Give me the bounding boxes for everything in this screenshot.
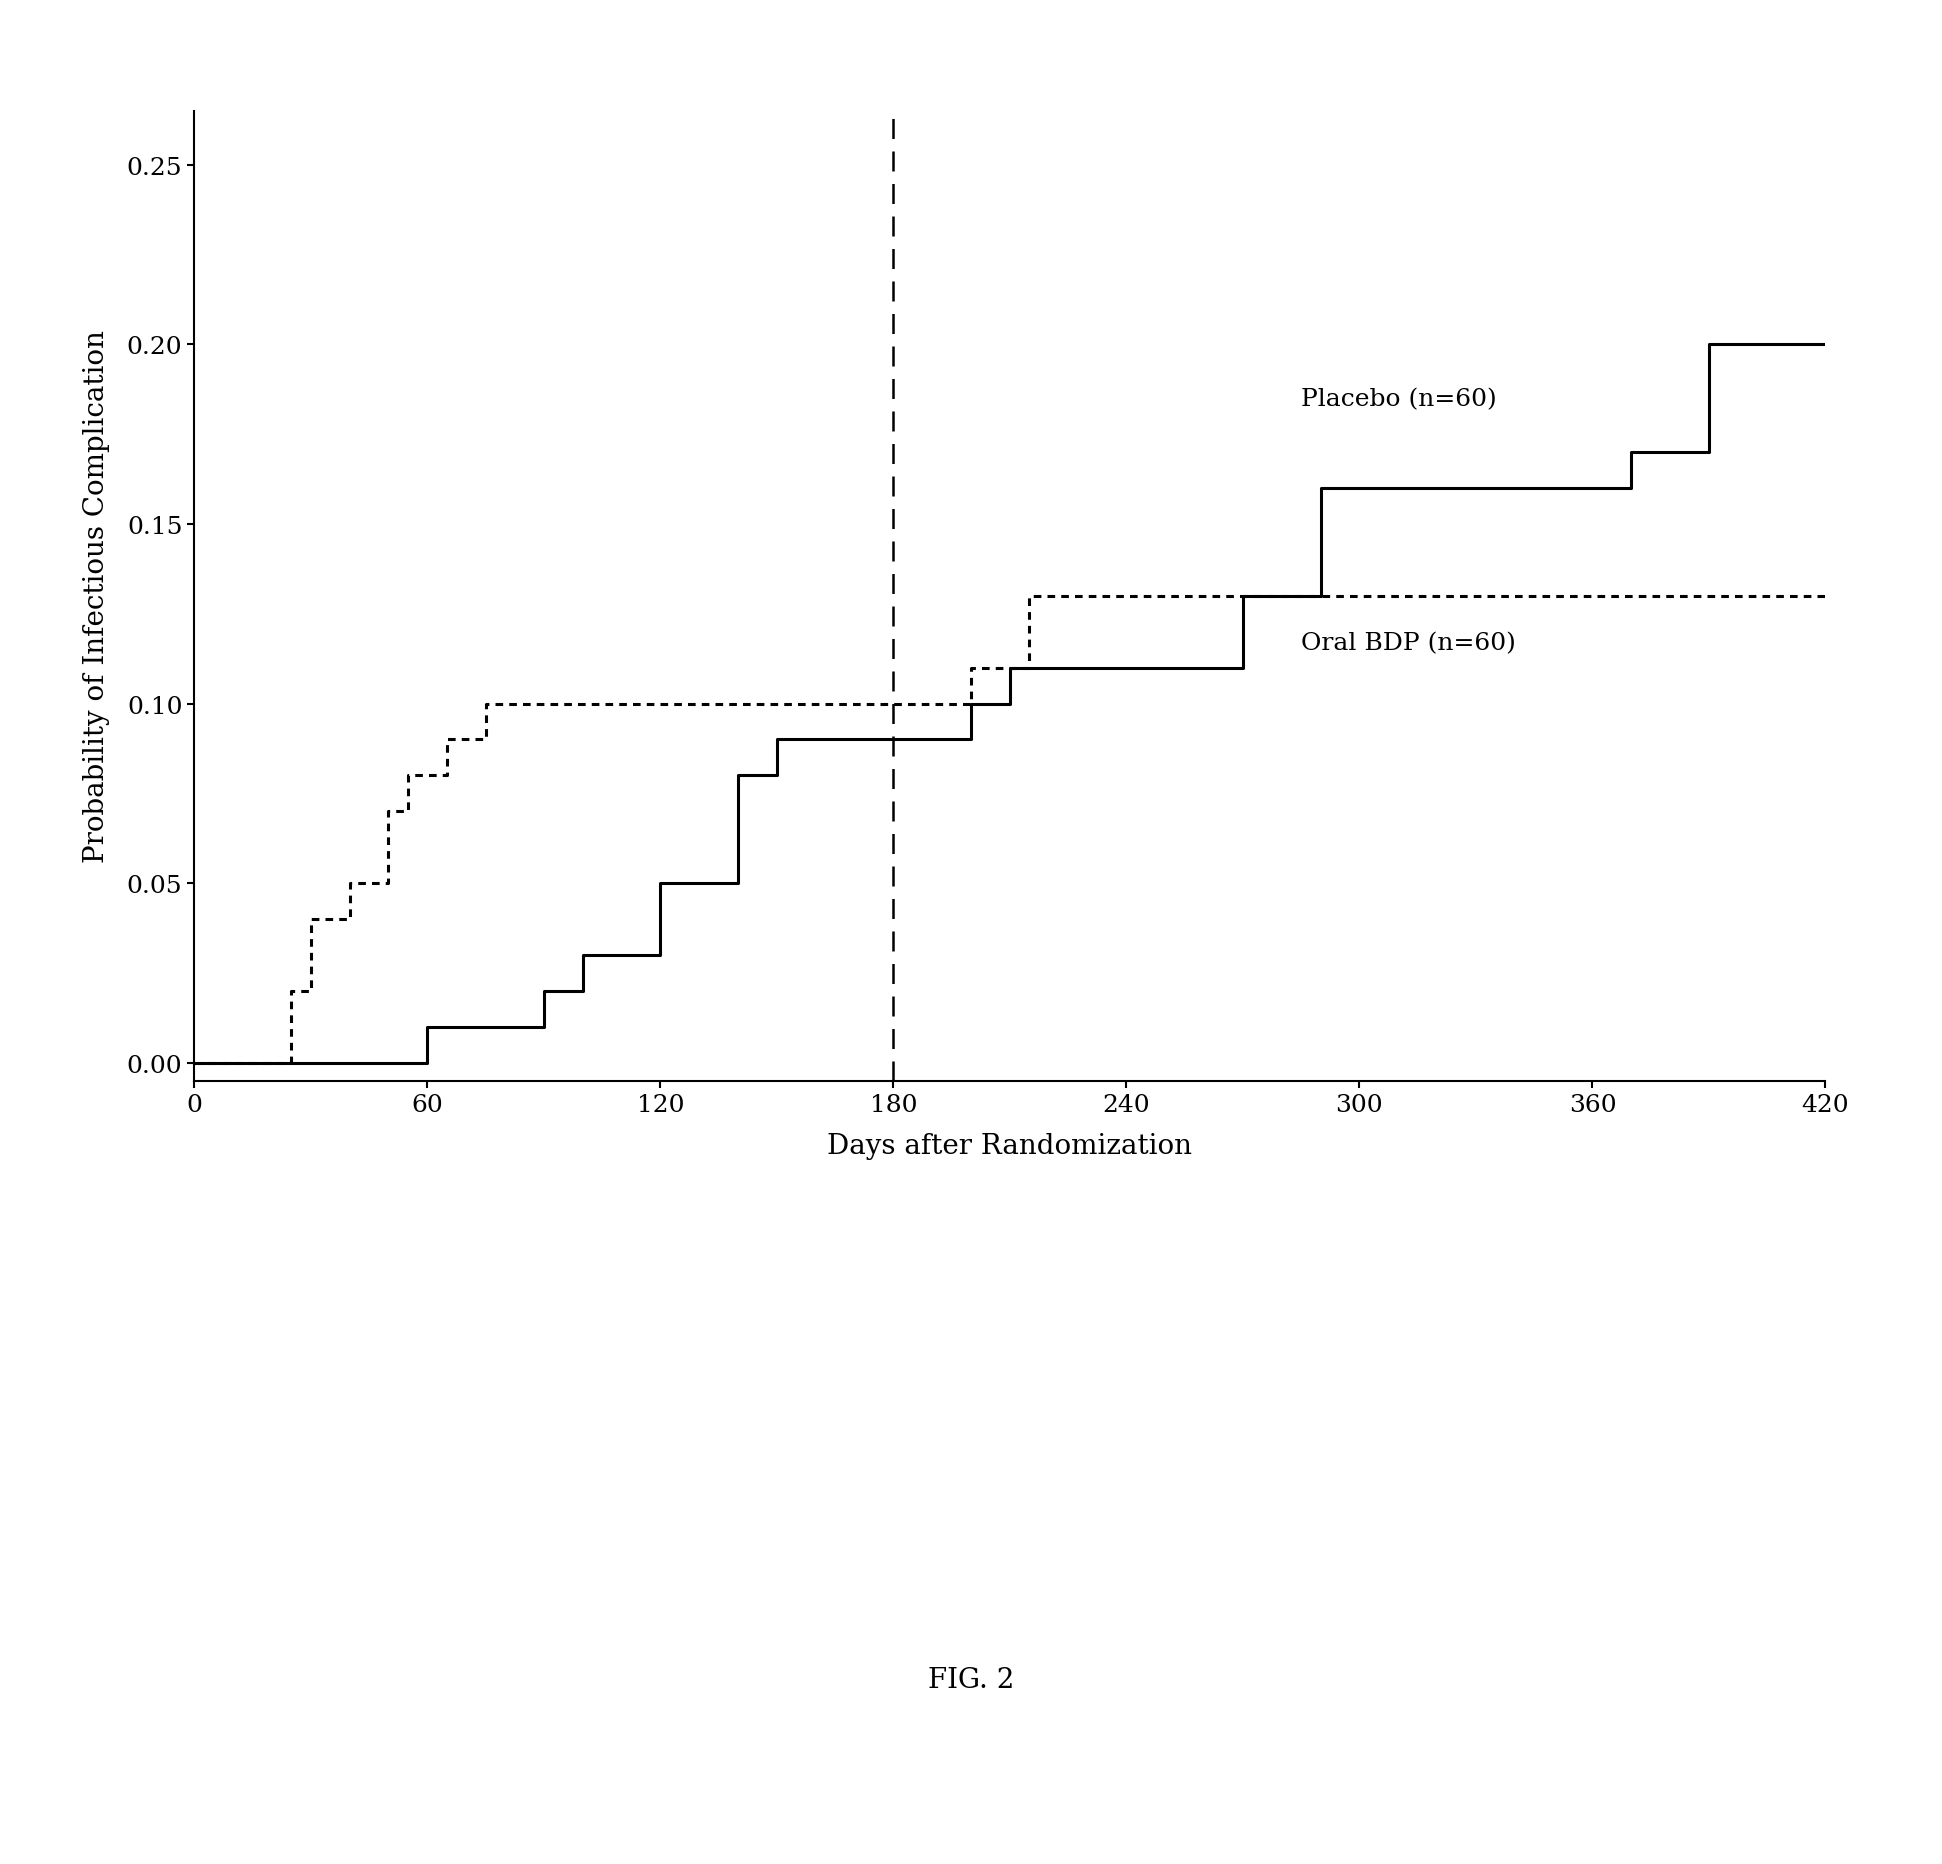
Y-axis label: Probability of Infectious Complication: Probability of Infectious Complication [84,330,111,863]
Text: FIG. 2: FIG. 2 [928,1666,1014,1693]
Text: Oral BDP (n=60): Oral BDP (n=60) [1301,632,1517,654]
Text: Placebo (n=60): Placebo (n=60) [1301,388,1497,410]
X-axis label: Days after Randomization: Days after Randomization [827,1133,1192,1159]
